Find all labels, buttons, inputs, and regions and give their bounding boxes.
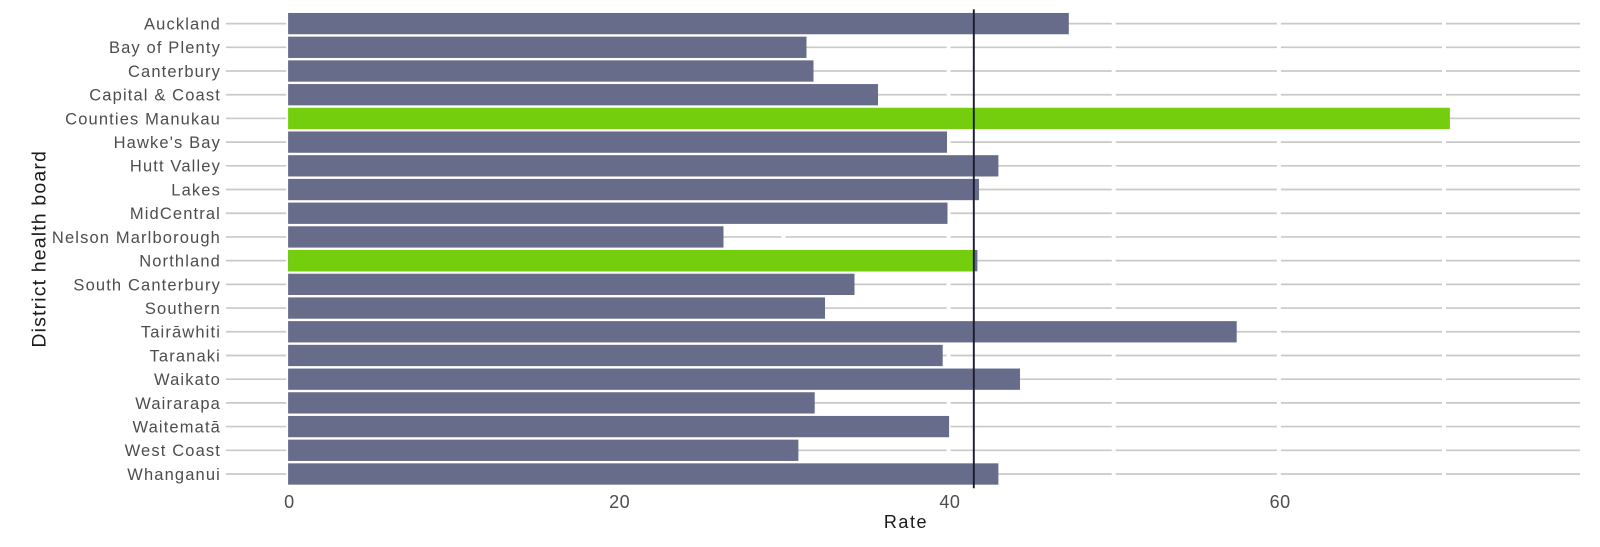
svg-text:Lakes: Lakes — [171, 181, 221, 199]
svg-text:Hawke's Bay: Hawke's Bay — [114, 134, 221, 152]
svg-text:MidCentral: MidCentral — [130, 205, 221, 223]
svg-text:Capital & Coast: Capital & Coast — [89, 87, 221, 105]
svg-text:West Coast: West Coast — [125, 442, 221, 460]
svg-text:Waitematā: Waitematā — [132, 418, 221, 436]
svg-text:Southern: Southern — [145, 300, 221, 318]
svg-text:South Canterbury: South Canterbury — [73, 276, 221, 294]
svg-text:20: 20 — [609, 492, 630, 512]
svg-text:40: 40 — [939, 492, 960, 512]
svg-text:Wairarapa: Wairarapa — [135, 395, 221, 413]
svg-text:Bay of Plenty: Bay of Plenty — [109, 39, 221, 57]
svg-text:District health board: District health board — [29, 150, 51, 348]
svg-text:Canterbury: Canterbury — [128, 63, 221, 81]
svg-text:60: 60 — [1270, 492, 1291, 512]
svg-text:Northland: Northland — [139, 253, 221, 271]
svg-text:Counties Manukau: Counties Manukau — [65, 110, 221, 128]
svg-text:Waikato: Waikato — [154, 371, 221, 389]
svg-text:Auckland: Auckland — [144, 16, 221, 34]
svg-text:Whanganui: Whanganui — [127, 466, 221, 484]
svg-text:Tairāwhiti: Tairāwhiti — [141, 324, 221, 342]
svg-text:Rate: Rate — [884, 512, 928, 532]
svg-text:Hutt Valley: Hutt Valley — [130, 158, 221, 176]
svg-text:Taranaki: Taranaki — [150, 347, 222, 365]
svg-text:Nelson Marlborough: Nelson Marlborough — [52, 229, 221, 247]
svg-text:0: 0 — [284, 492, 295, 512]
